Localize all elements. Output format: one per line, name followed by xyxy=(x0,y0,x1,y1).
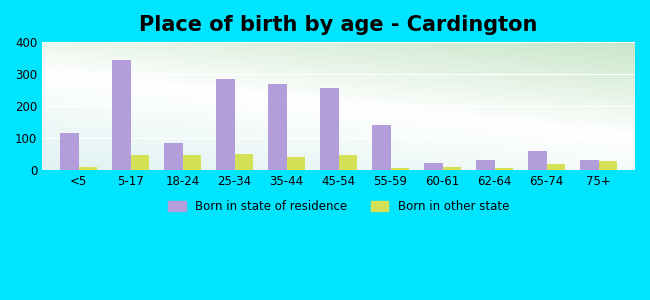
Title: Place of birth by age - Cardington: Place of birth by age - Cardington xyxy=(139,15,538,35)
Bar xyxy=(339,155,357,170)
Bar xyxy=(372,124,391,170)
Bar xyxy=(183,155,201,170)
Bar xyxy=(287,157,305,170)
Bar xyxy=(60,133,79,170)
Bar xyxy=(79,167,97,170)
Bar xyxy=(391,168,409,170)
Bar xyxy=(268,84,287,170)
Bar xyxy=(216,79,235,170)
Legend: Born in state of residence, Born in other state: Born in state of residence, Born in othe… xyxy=(163,195,514,218)
Bar xyxy=(443,167,461,170)
Bar xyxy=(320,88,339,170)
Bar xyxy=(235,154,253,170)
Bar xyxy=(131,154,149,170)
Bar xyxy=(599,161,617,170)
Bar xyxy=(580,160,599,170)
Bar xyxy=(164,143,183,170)
Bar xyxy=(528,152,547,170)
Bar xyxy=(476,160,495,170)
Bar xyxy=(112,60,131,170)
Bar xyxy=(424,164,443,170)
Bar xyxy=(495,168,513,170)
Bar xyxy=(547,164,565,170)
